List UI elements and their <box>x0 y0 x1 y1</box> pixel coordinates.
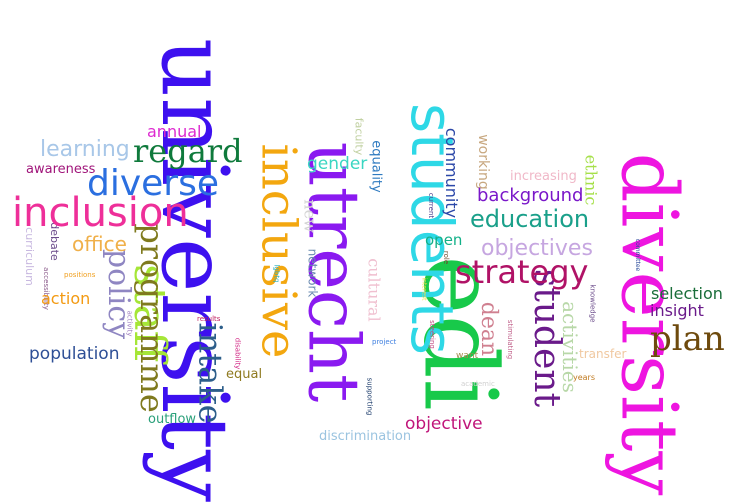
word-faculty: faculty <box>352 117 366 156</box>
word-diverse: diverse <box>87 163 220 204</box>
word-inclusion: inclusion <box>12 190 189 236</box>
word-population: population <box>29 344 120 364</box>
word-current: current <box>427 192 436 219</box>
word-background: background <box>477 185 584 206</box>
word-selection: selection <box>651 284 723 303</box>
word-network: network <box>305 248 320 298</box>
word-intake: intake <box>191 322 230 424</box>
word-equal: equal <box>226 367 263 382</box>
word-equality: equality <box>368 140 384 193</box>
word-stimulating: stimulating <box>506 319 515 360</box>
word-plan: plan <box>650 319 725 359</box>
word-regard: regard <box>133 132 243 170</box>
word-annual: annual <box>147 122 202 141</box>
word-project: project <box>372 338 397 346</box>
word-steering: steering <box>427 320 436 349</box>
word-dean: dean <box>476 301 502 357</box>
word-open: open <box>425 231 463 249</box>
word-learning: learning <box>40 137 130 162</box>
word-lgbtq: lgbtq <box>272 264 281 283</box>
word-working: working <box>474 134 491 190</box>
word-objective: objective <box>405 414 483 434</box>
word-strategy: strategy <box>455 253 589 291</box>
word-education: education <box>470 205 590 233</box>
word-action: action <box>41 289 91 308</box>
word-new: new <box>300 199 320 233</box>
word-staff: inclusive <box>250 143 307 359</box>
word-outflow: outflow <box>148 412 197 427</box>
word-gender: gender <box>307 154 368 174</box>
word-interest: interest <box>420 277 428 301</box>
word-supporting: supporting <box>365 377 374 416</box>
word-disability: disability <box>233 337 242 370</box>
word-want: want <box>456 351 479 361</box>
word-increasing: increasing <box>510 169 577 184</box>
word-awareness: awareness <box>26 162 96 177</box>
word-results: results <box>197 315 221 323</box>
word-cultural: cultural <box>364 258 384 322</box>
word-years: years <box>573 373 596 382</box>
word-academic: academic <box>461 380 495 388</box>
word-positions: positions <box>64 271 96 279</box>
word-ethnic: ethnic <box>581 154 601 206</box>
word-programme: programme <box>132 223 171 413</box>
word-role: role <box>442 250 451 265</box>
word-activity: activity <box>125 310 134 337</box>
word-transfer: transfer <box>579 347 627 361</box>
word-community: community <box>442 127 462 219</box>
word-committee: committee <box>634 238 642 272</box>
word-knowledge: knowledge <box>588 284 597 323</box>
word-office: office <box>72 232 127 256</box>
word-insight: insight <box>650 301 704 320</box>
word-objectives: objectives <box>481 236 593 261</box>
word-discrimination: discrimination <box>319 429 412 444</box>
